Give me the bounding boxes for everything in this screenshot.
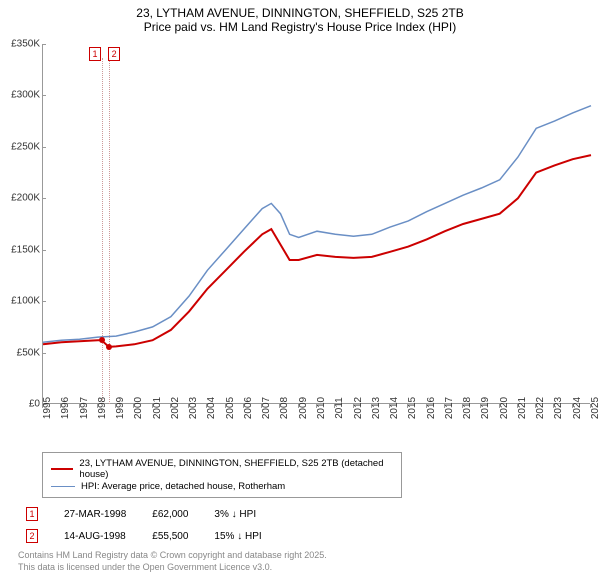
marker-dot bbox=[99, 337, 105, 343]
transactions-table: 1 27-MAR-1998£62,0003% ↓ HPI 2 14-AUG-1998£… bbox=[18, 502, 282, 548]
title-line-1: 23, LYTHAM AVENUE, DINNINGTON, SHEFFIELD… bbox=[0, 6, 600, 20]
y-tick-label: £150K bbox=[0, 244, 40, 255]
y-tick-label: £200K bbox=[0, 193, 40, 204]
legend-label: 23, LYTHAM AVENUE, DINNINGTON, SHEFFIELD… bbox=[79, 458, 393, 480]
x-tick-label: 2012 bbox=[353, 397, 364, 419]
x-tick-label: 2010 bbox=[316, 397, 327, 419]
transaction-index: 2 bbox=[26, 529, 38, 543]
transaction-date: 27-MAR-1998 bbox=[58, 504, 144, 524]
x-tick-label: 2006 bbox=[243, 397, 254, 419]
y-tick-label: £250K bbox=[0, 141, 40, 152]
transaction-row: 2 14-AUG-1998£55,50015% ↓ HPI bbox=[20, 526, 280, 546]
legend-swatch bbox=[51, 486, 75, 488]
legend-item: 23, LYTHAM AVENUE, DINNINGTON, SHEFFIELD… bbox=[51, 458, 393, 480]
x-tick-label: 2023 bbox=[553, 397, 564, 419]
transaction-pct: 3% ↓ HPI bbox=[208, 504, 279, 524]
x-tick-label: 2002 bbox=[170, 397, 181, 419]
transaction-pct: 15% ↓ HPI bbox=[208, 526, 279, 546]
transaction-index: 1 bbox=[26, 507, 38, 521]
transaction-row: 1 27-MAR-1998£62,0003% ↓ HPI bbox=[20, 504, 280, 524]
chart-title: 23, LYTHAM AVENUE, DINNINGTON, SHEFFIELD… bbox=[0, 0, 600, 34]
footer-line-2: This data is licensed under the Open Gov… bbox=[18, 562, 600, 573]
x-tick-label: 1997 bbox=[79, 397, 90, 419]
x-tick-label: 2003 bbox=[188, 397, 199, 419]
marker-label: 2 bbox=[108, 47, 120, 61]
x-tick-label: 2021 bbox=[517, 397, 528, 419]
x-tick-label: 2000 bbox=[133, 397, 144, 419]
legend-label: HPI: Average price, detached house, Roth… bbox=[81, 481, 285, 492]
x-tick-label: 2011 bbox=[334, 397, 345, 419]
y-tick-label: £50K bbox=[0, 347, 40, 358]
chart-area: 23, LYTHAM AVENUE, DINNINGTON, SHEFFIELD… bbox=[0, 0, 600, 450]
x-tick-label: 1996 bbox=[60, 397, 71, 419]
y-tick-label: £350K bbox=[0, 39, 40, 50]
x-tick-label: 2018 bbox=[462, 397, 473, 419]
y-tick-label: £100K bbox=[0, 296, 40, 307]
x-tick-label: 2022 bbox=[535, 397, 546, 419]
series-hpi_rotherham bbox=[43, 106, 591, 343]
marker-vline bbox=[109, 58, 110, 404]
x-tick-label: 2025 bbox=[590, 397, 600, 419]
chart-lines bbox=[43, 44, 591, 404]
transaction-date: 14-AUG-1998 bbox=[58, 526, 144, 546]
x-tick-label: 2007 bbox=[261, 397, 272, 419]
title-line-2: Price paid vs. HM Land Registry's House … bbox=[0, 20, 600, 34]
marker-label: 1 bbox=[89, 47, 101, 61]
marker-vline bbox=[102, 58, 103, 404]
y-tick-label: £300K bbox=[0, 90, 40, 101]
x-tick-label: 2004 bbox=[206, 397, 217, 419]
x-tick-label: 2008 bbox=[279, 397, 290, 419]
y-tick-label: £0 bbox=[0, 399, 40, 410]
x-tick-label: 2016 bbox=[426, 397, 437, 419]
series-property_price bbox=[43, 155, 591, 347]
x-tick-label: 2024 bbox=[572, 397, 583, 419]
x-tick-label: 2015 bbox=[407, 397, 418, 419]
x-tick-label: 1995 bbox=[42, 397, 53, 419]
x-tick-label: 2001 bbox=[152, 397, 163, 419]
x-tick-label: 2019 bbox=[480, 397, 491, 419]
marker-dot bbox=[106, 344, 112, 350]
x-tick-label: 1999 bbox=[115, 397, 126, 419]
x-tick-label: 2020 bbox=[499, 397, 510, 419]
x-tick-label: 2013 bbox=[371, 397, 382, 419]
transaction-price: £62,000 bbox=[146, 504, 206, 524]
plot-region bbox=[42, 44, 590, 404]
x-tick-label: 1998 bbox=[97, 397, 108, 419]
legend-swatch bbox=[51, 468, 73, 470]
legend-item: HPI: Average price, detached house, Roth… bbox=[51, 481, 393, 492]
footer-attribution: Contains HM Land Registry data © Crown c… bbox=[18, 550, 600, 573]
x-tick-label: 2014 bbox=[389, 397, 400, 419]
transaction-price: £55,500 bbox=[146, 526, 206, 546]
x-tick-label: 2017 bbox=[444, 397, 455, 419]
legend: 23, LYTHAM AVENUE, DINNINGTON, SHEFFIELD… bbox=[42, 452, 402, 498]
x-tick-label: 2009 bbox=[298, 397, 309, 419]
x-tick-label: 2005 bbox=[225, 397, 236, 419]
